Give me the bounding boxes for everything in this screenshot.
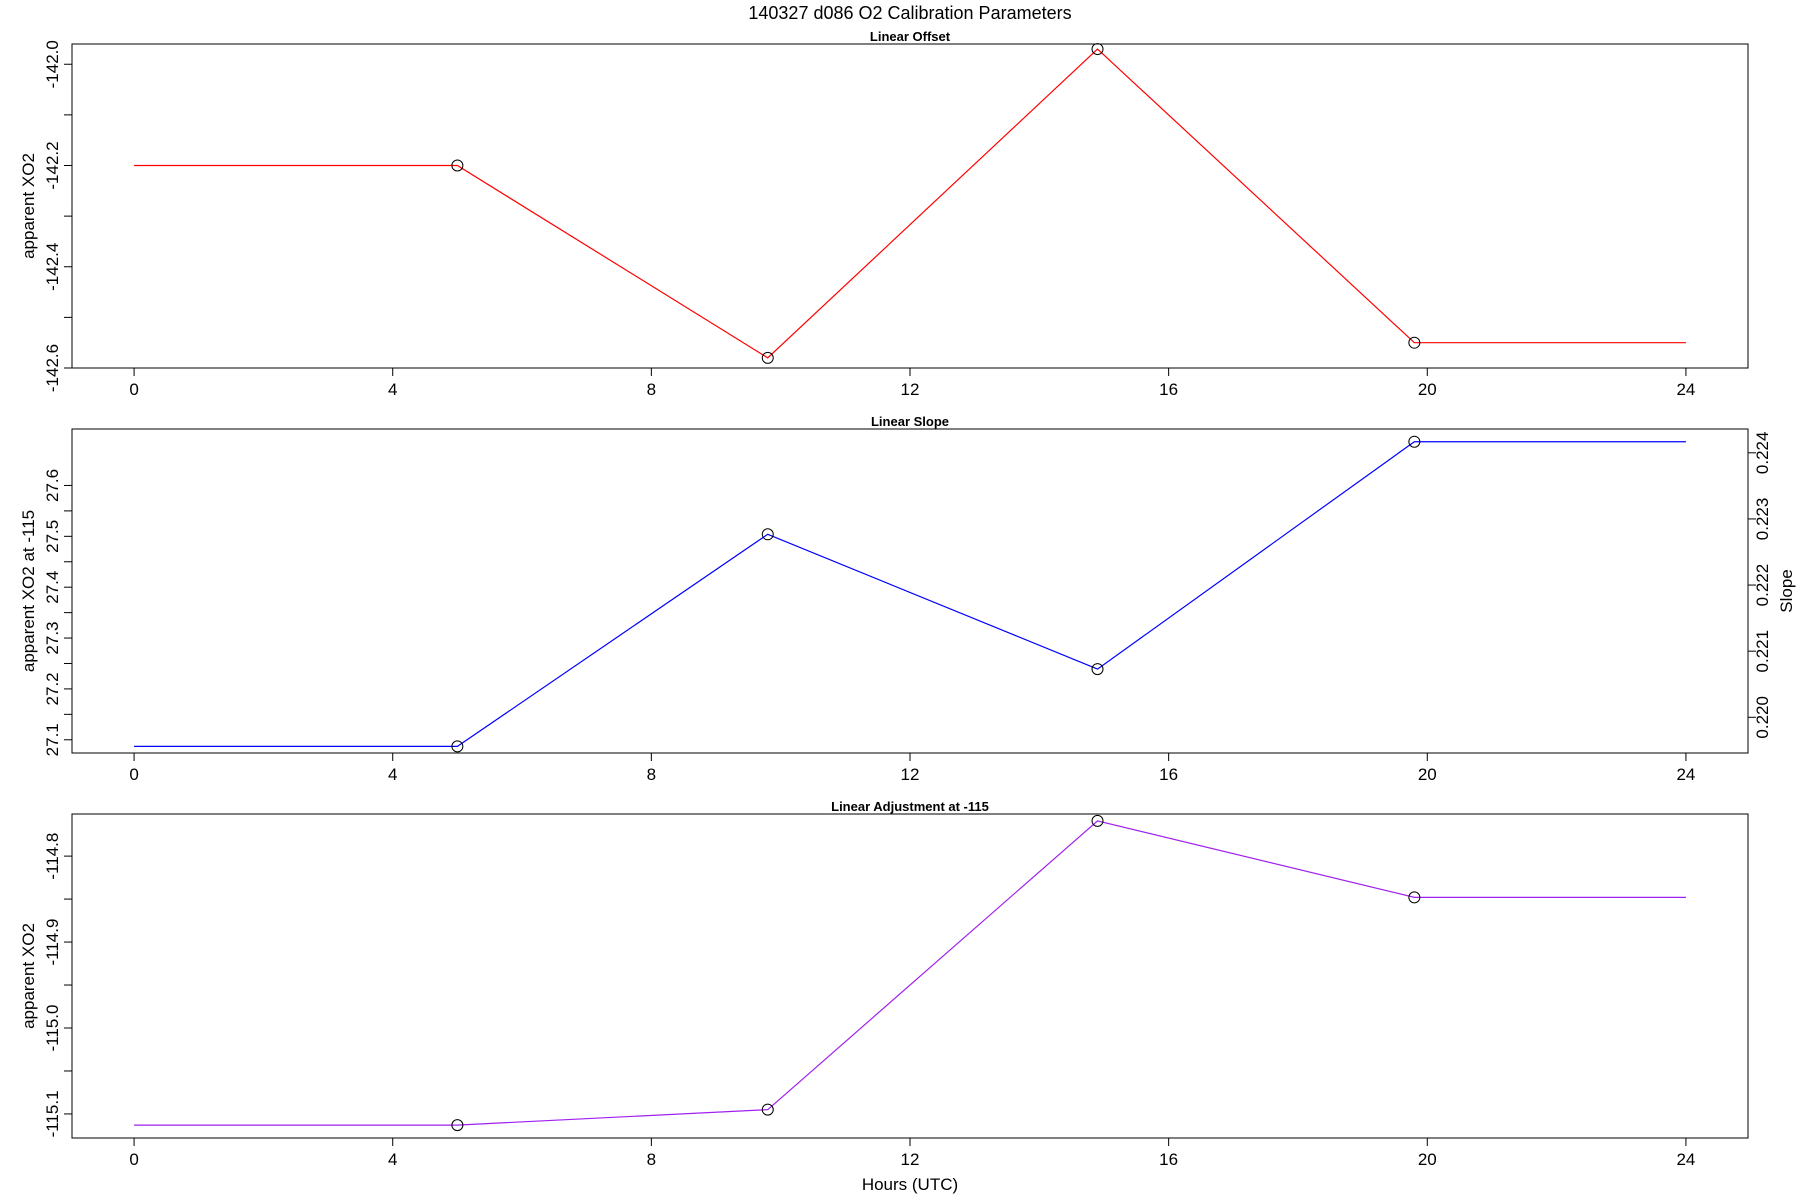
plot-frame <box>71 43 1749 369</box>
x-tick-label: 0 <box>129 765 138 784</box>
y-tick-label: -115.0 <box>43 1005 62 1052</box>
x-tick-label: 0 <box>129 380 138 399</box>
x-tick-label: 20 <box>1418 1150 1437 1169</box>
data-point <box>1091 814 1104 827</box>
series-line <box>134 820 1686 1126</box>
y2-tick-label: 0.221 <box>1753 630 1772 673</box>
data-point <box>1091 43 1104 56</box>
y-tick-label: -142.4 <box>43 243 62 291</box>
y-tick-label: -142.2 <box>43 141 62 189</box>
data-point <box>451 740 464 753</box>
x-tick-label: 8 <box>647 765 656 784</box>
y-tick-label: 27.4 <box>43 571 62 604</box>
y-axis-label: apparent XO2 <box>19 923 38 1029</box>
series-line <box>134 48 1686 359</box>
x-tick-label: 4 <box>388 765 397 784</box>
panel-title: Linear Offset <box>870 29 951 44</box>
x-tick-label: 16 <box>1159 765 1178 784</box>
y2-tick-label: 0.224 <box>1753 432 1772 475</box>
y-tick-label: -114.9 <box>43 919 62 966</box>
figure-title: 140327 d086 O2 Calibration Parameters <box>748 3 1071 23</box>
panel-2: Linear Slope 0 4 8 12 16 20 24 27.1 27.2 27.3 27.4 2… <box>19 414 1796 784</box>
y-axis-label: apparent XO2 at -115 <box>19 510 38 672</box>
y-tick-label: -142.0 <box>43 40 62 88</box>
data-point <box>1408 435 1421 448</box>
y-tick-label: -115.1 <box>43 1090 62 1137</box>
x-tick-label: 24 <box>1676 380 1695 399</box>
x-tick-label: 16 <box>1159 380 1178 399</box>
data-point <box>1408 336 1421 349</box>
panel-1: Linear Offset 0 4 8 12 16 20 24 -142.0 -142.2 -142… <box>19 29 1749 399</box>
x-tick-label: 24 <box>1676 765 1695 784</box>
y-tick-label: 27.6 <box>43 469 62 502</box>
x-axis-label: Hours (UTC) <box>862 1175 958 1194</box>
y-tick-label: 27.2 <box>43 672 62 705</box>
panel-title: Linear Adjustment at -115 <box>831 799 989 814</box>
x-tick-label: 12 <box>901 765 920 784</box>
series-line <box>134 441 1686 747</box>
data-point <box>1091 663 1104 676</box>
y-tick-label: -142.6 <box>43 344 62 392</box>
y2-tick-label: 0.222 <box>1753 564 1772 607</box>
y-tick-label: 27.1 <box>43 723 62 756</box>
x-tick-label: 16 <box>1159 1150 1178 1169</box>
x-tick-label: 4 <box>388 380 397 399</box>
data-point <box>761 351 774 364</box>
x-tick-label: 20 <box>1418 765 1437 784</box>
x-tick-label: 4 <box>388 1150 397 1169</box>
y-axis-label: apparent XO2 <box>19 153 38 259</box>
x-tick-label: 12 <box>901 1150 920 1169</box>
y2-tick-label: 0.220 <box>1753 696 1772 739</box>
x-tick-label: 20 <box>1418 380 1437 399</box>
x-tick-label: 8 <box>647 1150 656 1169</box>
data-point <box>451 1119 464 1132</box>
y-tick-label: 27.3 <box>43 622 62 655</box>
x-tick-label: 12 <box>901 380 920 399</box>
y2-tick-label: 0.223 <box>1753 498 1772 541</box>
panel-title: Linear Slope <box>871 414 949 429</box>
data-point <box>761 528 774 541</box>
y2-axis-label: Slope <box>1777 569 1796 612</box>
y-tick-label: -114.8 <box>43 833 62 880</box>
x-tick-label: 0 <box>129 1150 138 1169</box>
panel-3: Linear Adjustment at -115 0 4 8 12 16 20 24 -114… <box>19 799 1749 1169</box>
x-tick-label: 24 <box>1676 1150 1695 1169</box>
data-point <box>1408 891 1421 904</box>
data-point <box>451 159 464 172</box>
x-tick-label: 8 <box>647 380 656 399</box>
data-point <box>761 1103 774 1116</box>
plot-frame <box>71 813 1749 1139</box>
y-tick-label: 27.5 <box>43 520 62 553</box>
plot-frame <box>71 428 1749 754</box>
